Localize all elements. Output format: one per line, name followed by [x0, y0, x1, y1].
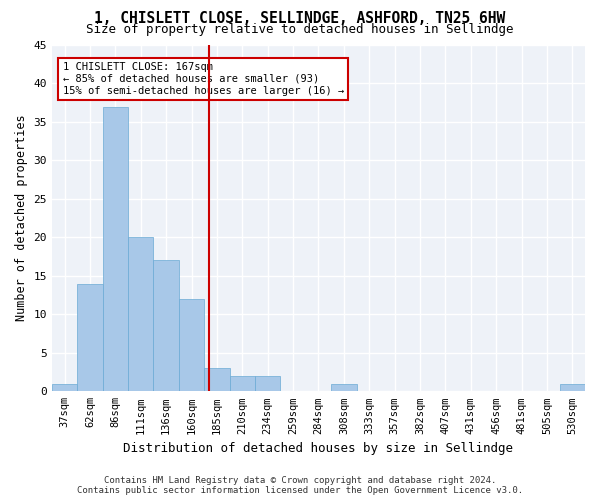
- Bar: [204, 368, 230, 392]
- Text: Size of property relative to detached houses in Sellindge: Size of property relative to detached ho…: [86, 22, 514, 36]
- Text: 1, CHISLETT CLOSE, SELLINDGE, ASHFORD, TN25 6HW: 1, CHISLETT CLOSE, SELLINDGE, ASHFORD, T…: [94, 11, 506, 26]
- X-axis label: Distribution of detached houses by size in Sellindge: Distribution of detached houses by size …: [124, 442, 514, 455]
- Y-axis label: Number of detached properties: Number of detached properties: [15, 115, 28, 322]
- Bar: [77, 284, 103, 392]
- Bar: [331, 384, 356, 392]
- Bar: [128, 238, 154, 392]
- Bar: [560, 384, 585, 392]
- Bar: [230, 376, 255, 392]
- Bar: [179, 299, 204, 392]
- Bar: [103, 106, 128, 392]
- Bar: [255, 376, 280, 392]
- Bar: [52, 384, 77, 392]
- Text: 1 CHISLETT CLOSE: 167sqm
← 85% of detached houses are smaller (93)
15% of semi-d: 1 CHISLETT CLOSE: 167sqm ← 85% of detach…: [62, 62, 344, 96]
- Bar: [154, 260, 179, 392]
- Text: Contains HM Land Registry data © Crown copyright and database right 2024.
Contai: Contains HM Land Registry data © Crown c…: [77, 476, 523, 495]
